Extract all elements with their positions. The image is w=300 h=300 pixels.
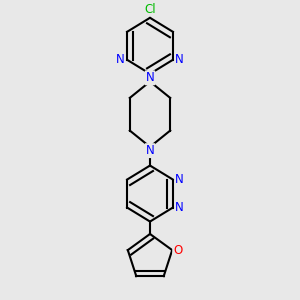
- Text: N: N: [176, 201, 184, 214]
- Text: O: O: [173, 244, 182, 256]
- Text: N: N: [146, 71, 154, 84]
- Text: N: N: [176, 173, 184, 186]
- Text: N: N: [176, 53, 184, 66]
- Text: Cl: Cl: [144, 3, 156, 16]
- Text: N: N: [116, 53, 124, 66]
- Text: N: N: [146, 144, 154, 157]
